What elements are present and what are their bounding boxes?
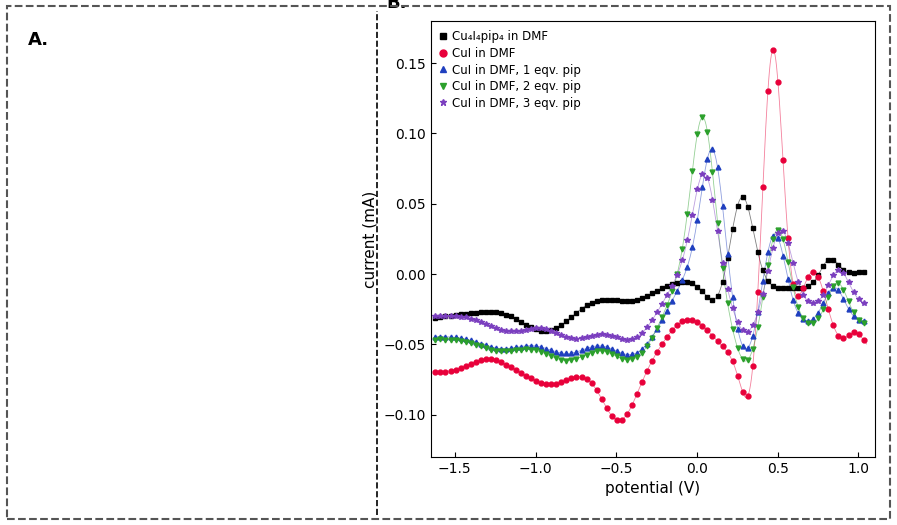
Text: A.: A. <box>28 30 49 49</box>
Text: B.: B. <box>386 0 406 12</box>
Y-axis label: current (mA): current (mA) <box>362 190 378 288</box>
Legend: Cu₄I₄pip₄ in DMF, CuI in DMF, CuI in DMF, 1 eqv. pip, CuI in DMF, 2 eqv. pip, Cu: Cu₄I₄pip₄ in DMF, CuI in DMF, CuI in DMF… <box>437 27 584 113</box>
X-axis label: potential (V): potential (V) <box>605 481 701 496</box>
